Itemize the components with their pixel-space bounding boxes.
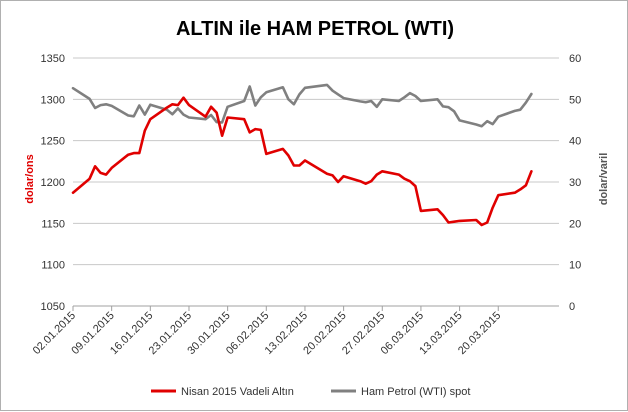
series-line-gold [71, 96, 533, 227]
series-layer [71, 83, 533, 227]
y-tick-right: 0 [569, 301, 575, 313]
y-tick-right: 30 [569, 177, 581, 189]
y-tick-left: 1200 [41, 177, 65, 189]
right-axis-ticks: 0 10 20 30 40 50 60 [569, 53, 581, 313]
legend-label-oil: Ham Petrol (WTI) spot [361, 386, 470, 398]
y-tick-right: 20 [569, 218, 581, 230]
legend-label-gold: Nisan 2015 Vadeli Altın [181, 386, 294, 398]
y-tick-left: 1100 [41, 260, 65, 272]
y-tick-right: 10 [569, 260, 581, 272]
y-tick-right: 40 [569, 136, 581, 148]
y-tick-left: 1050 [41, 301, 65, 313]
gridlines [73, 57, 559, 307]
left-axis-ticks: 1050 1100 1150 1200 1250 1300 1350 [41, 53, 65, 313]
legend: Nisan 2015 Vadeli Altın Ham Petrol (WTI)… [151, 386, 470, 398]
y-axis-label-left: dolar/ons [24, 154, 36, 204]
chart-title: ALTIN ile HAM PETROL (WTI) [176, 18, 454, 40]
y-tick-right: 50 [569, 94, 581, 106]
y-tick-left: 1350 [41, 53, 65, 65]
y-tick-left: 1250 [41, 136, 65, 148]
y-tick-left: 1300 [41, 94, 65, 106]
series-line-oil [71, 83, 533, 128]
y-tick-right: 60 [569, 53, 581, 65]
y-tick-left: 1150 [41, 218, 65, 230]
x-axis-ticks: 02.01.201509.01.201516.01.201523.01.2015… [31, 306, 503, 357]
y-axis-label-right: dolar/varil [598, 153, 610, 206]
